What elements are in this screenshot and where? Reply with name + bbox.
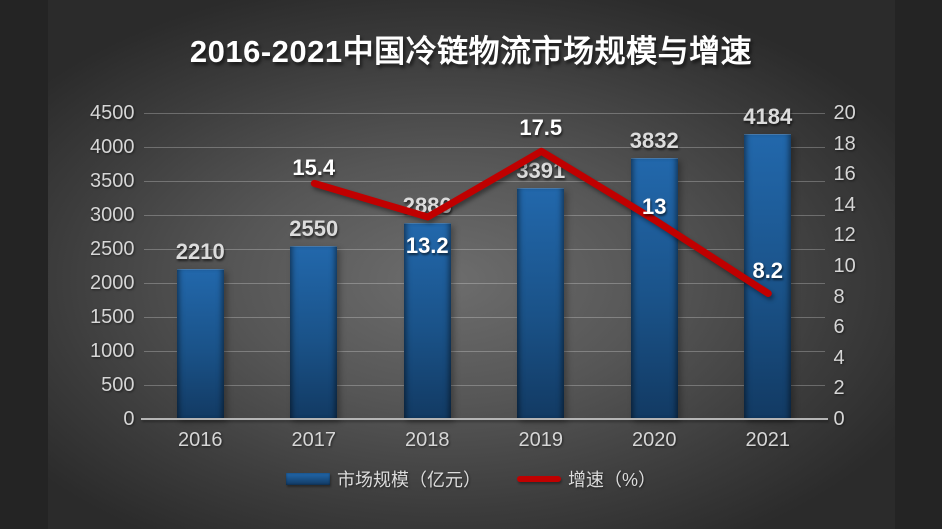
line-value-label: 13 [642,194,667,220]
right-axis-tick: 4 [833,346,845,369]
right-axis-tick: 6 [833,316,845,339]
line-value-label: 13.2 [405,233,449,259]
plot-area [144,113,825,419]
left-axis-tick: 2500 [90,238,135,260]
x-axis-line [140,418,828,420]
right-axis-tick: 18 [833,132,856,155]
legend: 市场规模（亿元） 增速（%） [48,466,895,492]
line-value-label: 15.4 [292,155,336,181]
bar-value-label: 4184 [743,104,793,130]
line-series-swatch-icon [516,476,561,482]
left-axis-tick: 4000 [90,136,135,158]
right-axis-tick: 8 [833,285,845,308]
gridline [143,215,825,216]
legend-label-growth-rate: 增速（%） [567,470,656,490]
right-axis-tick: 0 [833,408,845,430]
right-axis-tick: 14 [833,193,856,216]
left-axis-tick: 3000 [90,204,135,226]
left-axis-tick: 3500 [90,170,135,192]
bar-series-swatch-icon [285,473,330,485]
line-value-label: 17.5 [519,115,563,141]
x-axis-label-2019: 2019 [518,429,564,451]
gridline [143,385,825,386]
x-axis-label-2020: 2020 [632,429,677,451]
x-axis-label-2018: 2018 [405,429,450,451]
line-value-label: 8.2 [752,257,784,283]
gridline [143,147,825,148]
bar-value-label: 2210 [175,238,225,264]
left-axis-tick: 1500 [90,306,135,328]
left-axis-tick: 500 [101,374,135,396]
legend-item-market-size: 市场规模（亿元） [285,466,481,492]
gridline [143,113,825,114]
gridline [143,351,825,352]
right-axis-tick: 2 [833,377,845,400]
bar-2016 [176,268,224,419]
left-axis-tick: 0 [123,408,135,430]
x-axis-label-2017: 2017 [291,429,337,451]
bar-value-label: 2550 [289,215,339,241]
left-axis-tick: 1000 [90,340,135,362]
gridline [143,317,825,318]
gridline [143,249,825,250]
chart-title: 2016-2021中国冷链物流市场规模与增速 [189,34,753,69]
gridline [143,181,825,182]
x-axis-label-2021: 2021 [745,429,791,451]
slide-background: 2016-2021中国冷链物流市场规模与增速 市场规模（亿元） 增速（%） 45… [47,0,895,529]
bar-2017 [290,245,338,419]
right-axis-tick: 16 [833,163,856,186]
right-axis-tick: 12 [833,224,856,247]
legend-item-growth-rate: 增速（%） [516,466,656,492]
bar-value-label: 3391 [516,158,566,184]
x-axis-label-2016: 2016 [178,429,223,451]
bar-2019 [517,188,565,419]
right-axis-tick: 20 [833,102,856,124]
legend-label-market-size: 市场规模（亿元） [336,470,481,490]
bar-value-label: 3832 [629,128,679,154]
right-axis-tick: 10 [833,255,856,277]
left-axis-tick: 4500 [90,102,135,124]
left-axis-tick: 2000 [90,272,135,294]
bar-value-label: 2886 [402,192,452,218]
gridline [143,283,825,284]
